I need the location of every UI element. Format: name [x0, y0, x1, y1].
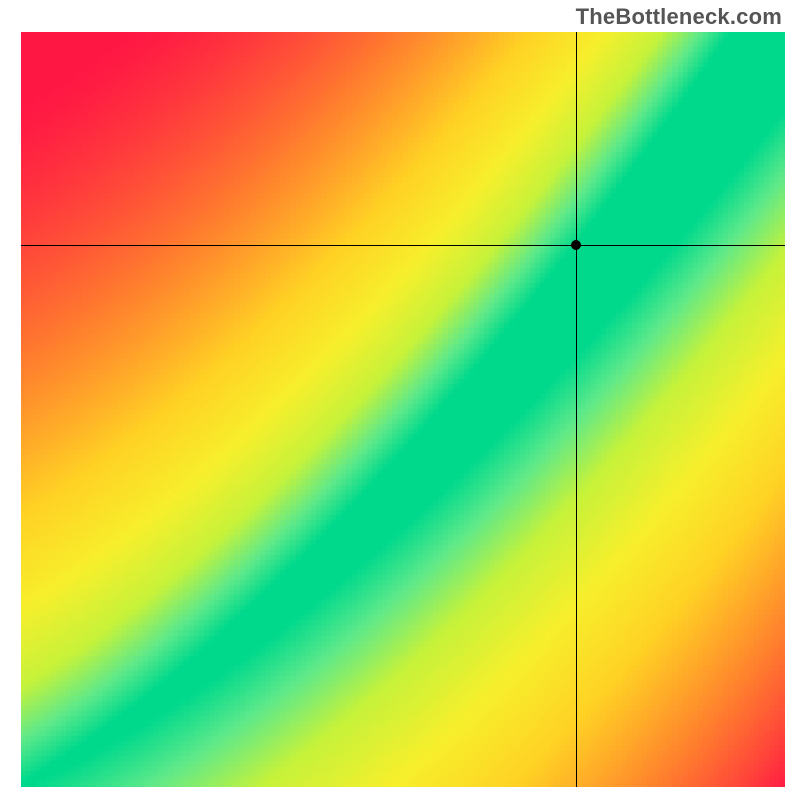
chart-container: TheBottleneck.com [0, 0, 800, 800]
heatmap-canvas [21, 32, 785, 787]
watermark-text: TheBottleneck.com [576, 4, 782, 30]
